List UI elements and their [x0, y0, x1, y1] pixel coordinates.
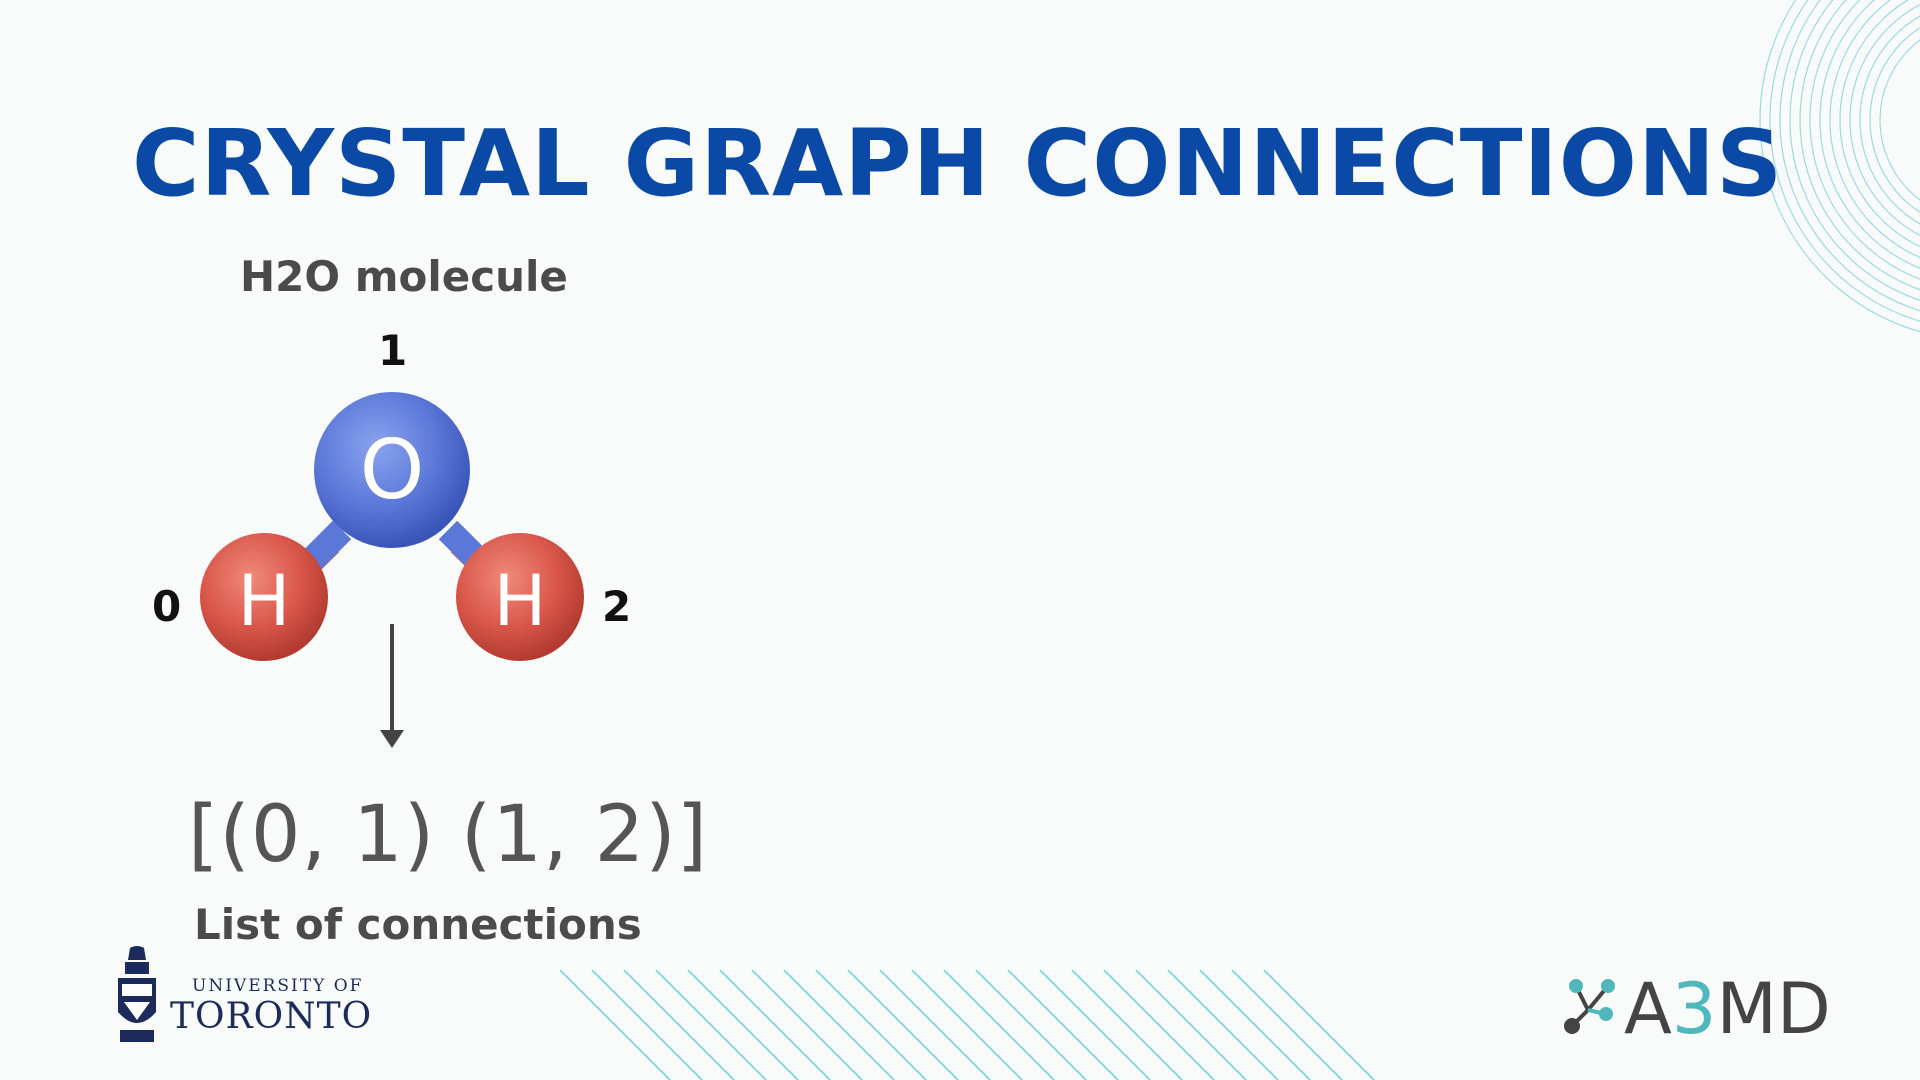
atom-1: O — [314, 392, 470, 548]
decorative-arcs — [1759, 0, 1920, 333]
atom-2: H — [456, 533, 584, 661]
arrow-down-icon — [380, 624, 404, 748]
molecule-label: H2O molecule — [240, 252, 568, 301]
atom-2-symbol: H — [494, 560, 547, 642]
a3md-prefix: A — [1624, 968, 1672, 1050]
a3md-logo: A3MD — [1558, 968, 1848, 1050]
decorative-stripes — [560, 970, 1375, 1080]
atom-index-1: 1 — [378, 326, 408, 375]
atom-index-2: 2 — [602, 582, 632, 631]
atom-0: H — [200, 533, 328, 661]
atom-0-symbol: H — [238, 560, 291, 642]
atom-index-0: 0 — [152, 582, 182, 631]
a3md-middle: 3 — [1671, 968, 1717, 1050]
a3md-wordmark: A3MD — [1624, 968, 1831, 1050]
network-nodes-icon — [1564, 979, 1615, 1034]
atom-1-symbol: O — [360, 423, 425, 518]
slide-title: CRYSTAL GRAPH CONNECTIONS — [132, 110, 1784, 217]
connections-list: [(0, 1) (1, 2)] — [188, 790, 709, 880]
water-molecule: O H H — [200, 392, 584, 661]
a3md-suffix: MD — [1716, 968, 1831, 1050]
connections-label: List of connections — [194, 900, 642, 949]
university-line1: UNIVERSITY OF — [192, 976, 364, 996]
crest-icon — [118, 946, 156, 1042]
university-logo: UNIVERSITY OF TORONTO — [112, 944, 392, 1050]
university-line2: TORONTO — [170, 996, 373, 1037]
